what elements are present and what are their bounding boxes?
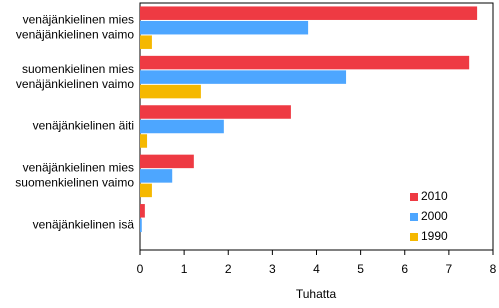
y-tick-label: venäjänkielinen vaimo (16, 27, 134, 41)
x-tick-label: 4 (313, 262, 320, 276)
bar (140, 154, 194, 169)
x-axis-label: Tuhatta (296, 287, 337, 301)
x-tick-label: 3 (269, 262, 276, 276)
legend-label: 2000 (421, 209, 448, 223)
y-tick-label: venäjänkielinen mies (23, 12, 134, 26)
x-tick-label: 0 (137, 262, 144, 276)
y-tick-label: venäjänkielinen isä (33, 217, 135, 231)
bar (140, 55, 470, 70)
legend-swatch (410, 193, 418, 201)
x-tick-label: 6 (401, 262, 408, 276)
bar (140, 183, 152, 198)
legend-swatch (410, 213, 418, 221)
x-tick-label: 1 (181, 262, 188, 276)
bar (140, 35, 152, 49)
bar (140, 218, 142, 233)
bar (140, 70, 347, 84)
legend-swatch (410, 233, 418, 241)
bar (140, 6, 478, 20)
y-tick-label: suomenkielinen vaimo (15, 176, 134, 190)
bar (140, 134, 148, 148)
x-tick-label: 7 (446, 262, 453, 276)
x-tick-label: 5 (357, 262, 364, 276)
legend-label: 2010 (421, 189, 448, 203)
bar (140, 105, 291, 119)
bar (140, 119, 224, 134)
y-tick-label: suomenkielinen mies (22, 62, 134, 76)
bar (140, 204, 145, 218)
bar (140, 169, 173, 183)
y-tick-label: venäjänkielinen vaimo (16, 77, 134, 91)
bar (140, 84, 201, 99)
bar (140, 20, 309, 35)
y-tick-label: venäjänkielinen mies (23, 161, 134, 175)
y-tick-label: venäjänkielinen äiti (33, 119, 134, 133)
x-tick-label: 2 (225, 262, 232, 276)
legend-label: 1990 (421, 229, 448, 243)
x-tick-label: 8 (490, 262, 497, 276)
